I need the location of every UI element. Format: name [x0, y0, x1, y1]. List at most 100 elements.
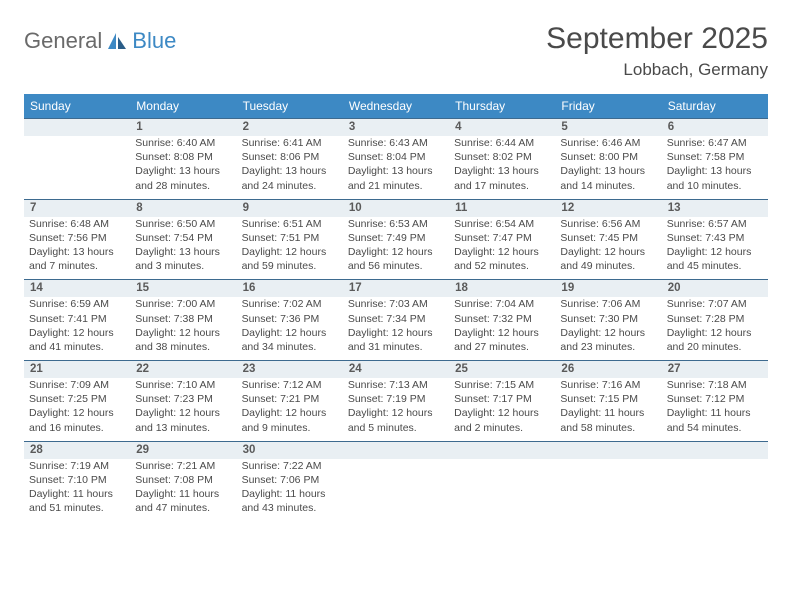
- day1-text: Daylight: 12 hours: [667, 326, 763, 340]
- day-header: Thursday: [449, 94, 555, 118]
- day-number: 17: [343, 279, 449, 297]
- sunset-text: Sunset: 7:47 PM: [454, 231, 550, 245]
- day-header: Monday: [130, 94, 236, 118]
- day-number: 19: [555, 279, 661, 297]
- day2-text: and 5 minutes.: [348, 421, 444, 435]
- day1-text: Daylight: 12 hours: [135, 326, 231, 340]
- day2-text: and 56 minutes.: [348, 259, 444, 273]
- sunrise-text: Sunrise: 7:04 AM: [454, 297, 550, 311]
- sunrise-text: Sunrise: 7:21 AM: [135, 459, 231, 473]
- day1-text: Daylight: 13 hours: [454, 164, 550, 178]
- day-number: 2: [237, 118, 343, 136]
- day2-text: and 9 minutes.: [242, 421, 338, 435]
- sunrise-text: Sunrise: 7:09 AM: [29, 378, 125, 392]
- day1-text: Daylight: 12 hours: [667, 245, 763, 259]
- day-cell: Sunrise: 7:07 AMSunset: 7:28 PMDaylight:…: [662, 297, 768, 360]
- sunrise-text: Sunrise: 7:18 AM: [667, 378, 763, 392]
- day1-text: Daylight: 13 hours: [667, 164, 763, 178]
- day1-text: Daylight: 13 hours: [242, 164, 338, 178]
- day1-text: Daylight: 12 hours: [242, 245, 338, 259]
- day-cell: [449, 459, 555, 522]
- day-number: 11: [449, 199, 555, 217]
- sunrise-text: Sunrise: 6:57 AM: [667, 217, 763, 231]
- day-number: 28: [24, 441, 130, 459]
- day-cell: Sunrise: 6:57 AMSunset: 7:43 PMDaylight:…: [662, 217, 768, 280]
- day-cell: [24, 136, 130, 199]
- sunrise-text: Sunrise: 7:03 AM: [348, 297, 444, 311]
- day-cell: Sunrise: 7:18 AMSunset: 7:12 PMDaylight:…: [662, 378, 768, 441]
- week-row: Sunrise: 6:40 AMSunset: 8:08 PMDaylight:…: [24, 136, 768, 199]
- sunset-text: Sunset: 7:28 PM: [667, 312, 763, 326]
- day-number: 29: [130, 441, 236, 459]
- day2-text: and 54 minutes.: [667, 421, 763, 435]
- sunset-text: Sunset: 7:41 PM: [29, 312, 125, 326]
- day1-text: Daylight: 12 hours: [135, 406, 231, 420]
- day-number: 14: [24, 279, 130, 297]
- day-cell: Sunrise: 6:47 AMSunset: 7:58 PMDaylight:…: [662, 136, 768, 199]
- day2-text: and 47 minutes.: [135, 501, 231, 515]
- week-row: Sunrise: 6:59 AMSunset: 7:41 PMDaylight:…: [24, 297, 768, 360]
- logo-text-blue: Blue: [132, 28, 176, 54]
- day1-text: Daylight: 11 hours: [135, 487, 231, 501]
- day1-text: Daylight: 12 hours: [348, 245, 444, 259]
- day-cell: Sunrise: 7:15 AMSunset: 7:17 PMDaylight:…: [449, 378, 555, 441]
- day-number: [343, 441, 449, 459]
- daynum-row: 14151617181920: [24, 279, 768, 297]
- day-cell: Sunrise: 7:21 AMSunset: 7:08 PMDaylight:…: [130, 459, 236, 522]
- day2-text: and 17 minutes.: [454, 179, 550, 193]
- day-number: 7: [24, 199, 130, 217]
- day2-text: and 20 minutes.: [667, 340, 763, 354]
- sunset-text: Sunset: 7:10 PM: [29, 473, 125, 487]
- sunrise-text: Sunrise: 7:16 AM: [560, 378, 656, 392]
- day-cell: Sunrise: 6:53 AMSunset: 7:49 PMDaylight:…: [343, 217, 449, 280]
- day-number: 6: [662, 118, 768, 136]
- sunset-text: Sunset: 7:58 PM: [667, 150, 763, 164]
- day2-text: and 52 minutes.: [454, 259, 550, 273]
- sunset-text: Sunset: 7:06 PM: [242, 473, 338, 487]
- sunset-text: Sunset: 7:49 PM: [348, 231, 444, 245]
- day1-text: Daylight: 12 hours: [348, 406, 444, 420]
- week-row: Sunrise: 6:48 AMSunset: 7:56 PMDaylight:…: [24, 217, 768, 280]
- day-cell: Sunrise: 7:12 AMSunset: 7:21 PMDaylight:…: [237, 378, 343, 441]
- day-header: Sunday: [24, 94, 130, 118]
- week-row: Sunrise: 7:09 AMSunset: 7:25 PMDaylight:…: [24, 378, 768, 441]
- day1-text: Daylight: 12 hours: [560, 245, 656, 259]
- day2-text: and 59 minutes.: [242, 259, 338, 273]
- day1-text: Daylight: 12 hours: [29, 406, 125, 420]
- day2-text: and 7 minutes.: [29, 259, 125, 273]
- day-number: [662, 441, 768, 459]
- day1-text: Daylight: 11 hours: [242, 487, 338, 501]
- sunset-text: Sunset: 7:54 PM: [135, 231, 231, 245]
- sunset-text: Sunset: 7:32 PM: [454, 312, 550, 326]
- sunrise-text: Sunrise: 7:12 AM: [242, 378, 338, 392]
- sunrise-text: Sunrise: 6:48 AM: [29, 217, 125, 231]
- day-cell: Sunrise: 7:10 AMSunset: 7:23 PMDaylight:…: [130, 378, 236, 441]
- day-number: 26: [555, 360, 661, 378]
- sunrise-text: Sunrise: 7:07 AM: [667, 297, 763, 311]
- logo-sail-icon: [106, 31, 128, 51]
- day-cell: Sunrise: 6:46 AMSunset: 8:00 PMDaylight:…: [555, 136, 661, 199]
- day-number: 13: [662, 199, 768, 217]
- day1-text: Daylight: 12 hours: [454, 406, 550, 420]
- sunrise-text: Sunrise: 7:22 AM: [242, 459, 338, 473]
- day-number: 9: [237, 199, 343, 217]
- day-number: 23: [237, 360, 343, 378]
- day2-text: and 27 minutes.: [454, 340, 550, 354]
- day2-text: and 41 minutes.: [29, 340, 125, 354]
- day-number: 18: [449, 279, 555, 297]
- day2-text: and 2 minutes.: [454, 421, 550, 435]
- sunrise-text: Sunrise: 7:19 AM: [29, 459, 125, 473]
- sunrise-text: Sunrise: 6:50 AM: [135, 217, 231, 231]
- day-cell: Sunrise: 6:48 AMSunset: 7:56 PMDaylight:…: [24, 217, 130, 280]
- day-cell: [343, 459, 449, 522]
- day-cell: Sunrise: 7:03 AMSunset: 7:34 PMDaylight:…: [343, 297, 449, 360]
- day-number: 3: [343, 118, 449, 136]
- day-number: 27: [662, 360, 768, 378]
- day-number: 4: [449, 118, 555, 136]
- day-cell: Sunrise: 6:59 AMSunset: 7:41 PMDaylight:…: [24, 297, 130, 360]
- sunset-text: Sunset: 7:23 PM: [135, 392, 231, 406]
- sunrise-text: Sunrise: 6:53 AM: [348, 217, 444, 231]
- day-header: Friday: [555, 94, 661, 118]
- sunset-text: Sunset: 7:25 PM: [29, 392, 125, 406]
- day-number: 20: [662, 279, 768, 297]
